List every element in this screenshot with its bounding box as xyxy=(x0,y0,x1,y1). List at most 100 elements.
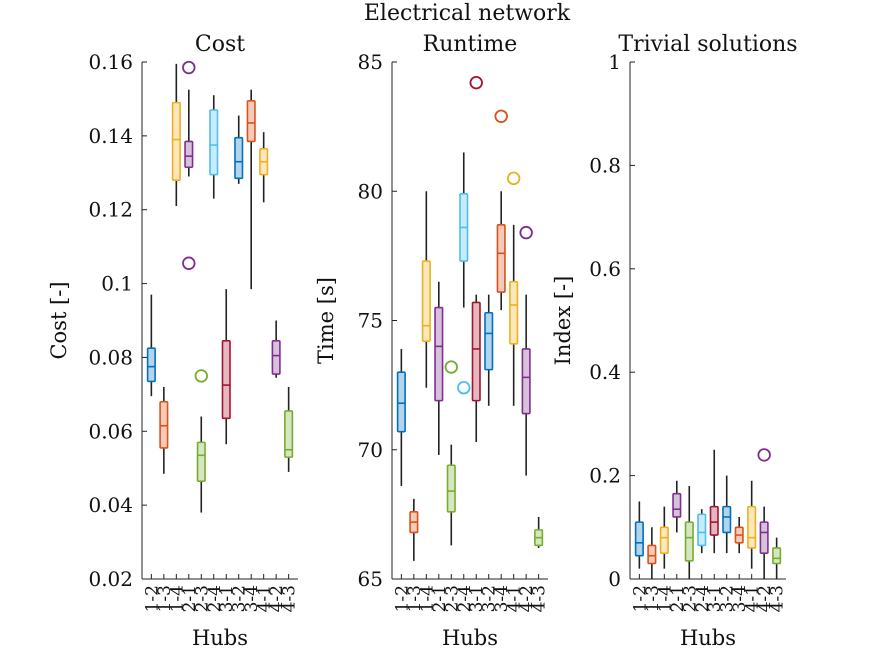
iqr-box xyxy=(647,544,657,565)
iqr-box xyxy=(159,400,169,449)
y-tick-label: 0.8 xyxy=(589,153,621,177)
box-1-2 xyxy=(634,501,644,569)
iqr-box xyxy=(196,441,206,482)
iqr-box xyxy=(284,410,294,458)
outlier-point xyxy=(444,360,458,374)
x-tick-label: 1-2 xyxy=(392,585,412,612)
panel-title: Trivial solutions xyxy=(618,32,797,57)
iqr-box xyxy=(672,492,682,518)
iqr-box xyxy=(634,521,644,557)
iqr-box xyxy=(396,371,406,433)
x-tick-label: 3-2 xyxy=(718,585,738,612)
y-tick-label: 85 xyxy=(358,50,383,74)
x-tick-label: 2-3 xyxy=(192,585,212,612)
box-2-1 xyxy=(182,60,196,270)
x-tick-label: 1-2 xyxy=(630,585,650,612)
outlier-point xyxy=(182,256,196,270)
x-tick-label: 2-4 xyxy=(205,585,225,612)
box-3-4 xyxy=(494,109,508,311)
box-2-4 xyxy=(209,95,219,199)
iqr-box xyxy=(772,547,782,565)
x-tick-label: 1-4 xyxy=(417,585,437,612)
x-tick-label: 4-2 xyxy=(517,585,537,612)
x-tick-label: 4-2 xyxy=(755,585,775,612)
x-tick-label: 2-1 xyxy=(180,585,200,612)
y-tick-label: 0 xyxy=(608,567,621,591)
y-tick-label: 1 xyxy=(608,50,621,74)
iqr-box xyxy=(246,99,256,143)
iqr-box xyxy=(171,101,181,181)
box-2-3 xyxy=(194,369,208,513)
box-2-4 xyxy=(457,152,471,395)
x-tick-label: 4-3 xyxy=(768,585,788,612)
box-3-2 xyxy=(722,475,732,554)
box-3-1 xyxy=(709,449,719,554)
box-4-2 xyxy=(271,320,281,378)
y-tick-label: 65 xyxy=(358,567,383,591)
x-tick-label: 1-2 xyxy=(142,585,162,612)
y-tick-label: 0.1 xyxy=(101,272,133,296)
outlier-point xyxy=(494,109,508,123)
box-4-1 xyxy=(259,132,269,203)
box-3-1 xyxy=(221,289,231,445)
iqr-box xyxy=(221,340,231,420)
box-4-2 xyxy=(519,225,533,476)
x-axis-label: Hubs xyxy=(442,626,498,650)
x-tick-label: 3-1 xyxy=(705,585,725,612)
iqr-box xyxy=(722,505,732,534)
box-2-1 xyxy=(434,281,444,455)
panel-title: Runtime xyxy=(423,32,518,57)
y-tick-label: 0.2 xyxy=(589,464,621,488)
x-tick-label: 4-1 xyxy=(255,585,275,612)
box-1-3 xyxy=(409,498,419,561)
iqr-box xyxy=(446,464,456,513)
x-tick-label: 4-3 xyxy=(280,585,300,612)
box-2-4 xyxy=(697,509,707,554)
x-tick-label: 3-2 xyxy=(480,585,500,612)
box-3-4 xyxy=(246,89,256,290)
box-1-4 xyxy=(659,506,669,569)
iqr-box xyxy=(684,521,694,562)
box-4-3 xyxy=(534,516,544,548)
box-1-4 xyxy=(421,191,431,388)
y-tick-label: 70 xyxy=(358,438,383,462)
x-tick-label: 3-4 xyxy=(492,585,512,612)
iqr-box xyxy=(747,505,757,549)
x-tick-label: 4-1 xyxy=(743,585,763,612)
iqr-box xyxy=(271,340,281,375)
y-axis-label: Time [s] xyxy=(314,277,338,364)
box-4-1 xyxy=(506,171,521,406)
box-1-2 xyxy=(396,348,406,486)
y-tick-label: 0.4 xyxy=(589,360,621,384)
iqr-box xyxy=(234,136,244,180)
iqr-box xyxy=(659,526,669,554)
trivial-solutions-panel: Trivial solutions 0 0.2 0.4 0.6 0.8 1 Index [-]… xyxy=(551,32,798,650)
box-3-1 xyxy=(469,75,483,442)
box-4-1 xyxy=(747,480,757,569)
box-1-2 xyxy=(146,294,156,397)
x-tick-label: 4-1 xyxy=(505,585,525,612)
y-tick-label: 0.06 xyxy=(88,419,133,443)
box-2-3 xyxy=(444,360,458,546)
box-3-4 xyxy=(734,516,744,554)
iqr-box xyxy=(421,260,431,342)
y-tick-label: 0.12 xyxy=(88,198,133,222)
x-tick-label: 3-4 xyxy=(242,585,262,612)
x-tick-label: 2-1 xyxy=(668,585,688,612)
outlier-point xyxy=(194,369,208,383)
y-tick-label: 0.14 xyxy=(88,124,133,148)
x-tick-label: 2-4 xyxy=(455,585,475,612)
iqr-box xyxy=(184,140,194,169)
x-tick-label: 1-4 xyxy=(655,585,675,612)
y-tick-label: 0.16 xyxy=(88,50,133,74)
y-tick-label: 0.04 xyxy=(88,493,133,517)
iqr-box xyxy=(209,109,219,176)
x-tick-label: 2-3 xyxy=(680,585,700,612)
y-tick-label: 0.02 xyxy=(88,567,133,591)
y-tick-label: 75 xyxy=(358,309,383,333)
y-axis-label: Index [-] xyxy=(551,276,575,366)
iqr-box xyxy=(496,224,506,293)
iqr-box xyxy=(484,311,494,371)
